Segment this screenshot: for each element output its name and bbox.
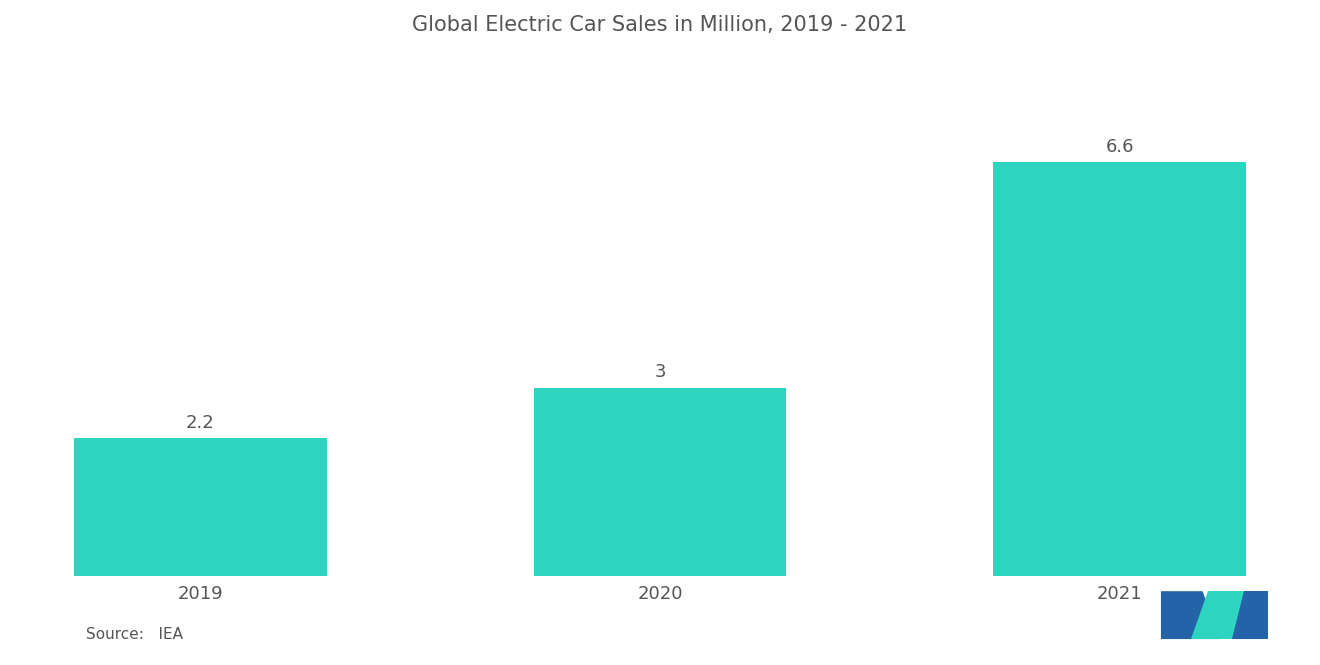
Polygon shape bbox=[1162, 591, 1220, 639]
Text: 6.6: 6.6 bbox=[1106, 138, 1134, 156]
Polygon shape bbox=[1191, 591, 1257, 639]
Text: Source:   IEA: Source: IEA bbox=[86, 626, 182, 642]
Bar bbox=[533, 388, 787, 576]
Bar bbox=[994, 162, 1246, 576]
Title: Global Electric Car Sales in Million, 2019 - 2021: Global Electric Car Sales in Million, 20… bbox=[412, 15, 908, 35]
Text: 3: 3 bbox=[655, 363, 665, 381]
Bar bbox=[74, 438, 326, 576]
Polygon shape bbox=[1233, 591, 1267, 639]
Text: 2.2: 2.2 bbox=[186, 414, 214, 432]
